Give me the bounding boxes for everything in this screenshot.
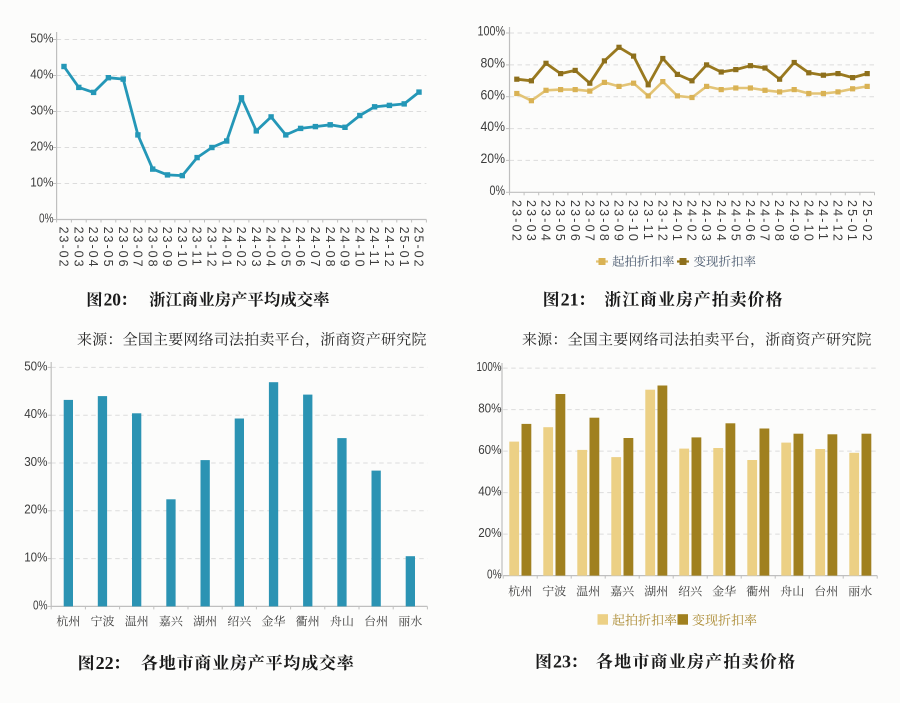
svg-text:23-03: 23-03 [524,200,538,243]
svg-text:30%: 30% [30,103,53,117]
svg-text:21: 21 [561,289,579,309]
svg-text:24-12: 24-12 [831,200,845,243]
svg-text:24-10: 24-10 [352,227,366,269]
svg-text:24-05: 24-05 [278,227,292,269]
svg-text:23-12: 23-12 [205,227,219,269]
svg-text:24-08: 24-08 [323,227,337,269]
svg-text:40%: 40% [481,119,506,134]
svg-text:40%: 40% [24,407,47,421]
svg-text:23-04: 23-04 [539,200,553,243]
svg-text:23-11: 23-11 [641,200,655,242]
svg-text:20: 20 [104,289,122,309]
svg-text:23-10: 23-10 [175,227,189,269]
svg-text:24-11: 24-11 [367,227,381,268]
svg-text:24-08: 24-08 [772,200,786,243]
svg-text:80%: 80% [481,56,506,71]
svg-text:10%: 10% [24,551,47,565]
svg-text:20%: 20% [24,503,47,517]
svg-text:24-11: 24-11 [816,200,830,242]
svg-text:24-12: 24-12 [382,227,396,269]
svg-text:60%: 60% [478,443,501,457]
svg-text:25-02: 25-02 [412,227,426,269]
svg-text:23-06: 23-06 [116,227,130,269]
svg-text:22: 22 [96,653,114,673]
svg-text:24-03: 24-03 [249,227,263,269]
svg-text:24-05: 24-05 [728,200,742,243]
svg-text:23-11: 23-11 [190,227,204,268]
svg-text:24-09: 24-09 [338,227,352,269]
svg-text:0%: 0% [33,598,48,612]
svg-text:24-03: 24-03 [699,200,713,243]
svg-text:23-02: 23-02 [509,200,523,243]
svg-text:23-08: 23-08 [597,200,611,243]
svg-text:60%: 60% [481,87,506,102]
svg-text:23-02: 23-02 [57,227,71,269]
svg-text:20%: 20% [481,151,506,166]
svg-text:0%: 0% [490,183,506,198]
svg-text:25-01: 25-01 [397,227,411,269]
svg-text:23-06: 23-06 [568,200,582,243]
svg-text:24-07: 24-07 [758,200,772,243]
svg-text:23-07: 23-07 [582,200,596,243]
svg-text:23-03: 23-03 [71,227,85,269]
svg-text:24-10: 24-10 [801,200,815,243]
svg-text:24-06: 24-06 [743,200,757,243]
svg-text:24-01: 24-01 [670,200,684,243]
svg-text:20%: 20% [30,139,53,153]
svg-text:24-04: 24-04 [264,227,278,269]
svg-text:24-02: 24-02 [685,200,699,243]
svg-text:24-06: 24-06 [293,227,307,269]
svg-text:23-04: 23-04 [86,227,100,269]
svg-text:25-02: 25-02 [860,200,874,243]
svg-text:40%: 40% [478,484,501,498]
svg-text:0%: 0% [39,211,54,225]
svg-text:23-09: 23-09 [612,200,626,243]
svg-text:80%: 80% [478,401,501,415]
svg-text:30%: 30% [24,455,47,469]
svg-text:23-05: 23-05 [553,200,567,243]
svg-text:24-04: 24-04 [714,200,728,243]
svg-text:23-08: 23-08 [145,227,159,269]
svg-text:50%: 50% [24,359,47,373]
svg-text:50%: 50% [30,31,53,45]
svg-text:20%: 20% [478,526,501,540]
svg-text:23-07: 23-07 [131,227,145,269]
svg-text:10%: 10% [30,175,53,189]
svg-text:24-01: 24-01 [219,227,233,269]
svg-text:23-05: 23-05 [101,227,115,269]
svg-text:100%: 100% [478,24,506,39]
svg-text:40%: 40% [30,67,53,81]
svg-text:23: 23 [553,652,571,672]
svg-text:23-09: 23-09 [160,227,174,269]
svg-text:100%: 100% [477,360,502,374]
svg-text:0%: 0% [487,567,502,581]
svg-text:23-12: 23-12 [655,200,669,243]
svg-text:24-07: 24-07 [308,227,322,269]
svg-text:25-01: 25-01 [845,200,859,243]
svg-text:24-09: 24-09 [787,200,801,243]
svg-text:24-02: 24-02 [234,227,248,269]
svg-text:23-10: 23-10 [626,200,640,243]
